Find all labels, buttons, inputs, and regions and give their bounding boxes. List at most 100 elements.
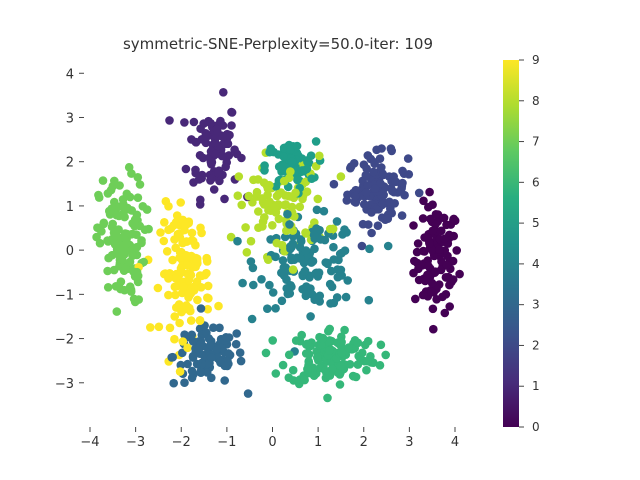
data-point-class-8: [260, 213, 269, 222]
data-point-class-4: [340, 225, 349, 234]
data-point-class-6: [320, 366, 330, 375]
data-point-class-2: [367, 228, 376, 238]
y-tick-label: −2: [55, 333, 74, 348]
data-points: [92, 88, 464, 403]
data-point-class-1: [223, 139, 233, 149]
colorbar-tick-label: 2: [532, 338, 540, 352]
data-point-class-6: [336, 361, 346, 371]
data-point-class-9: [174, 300, 184, 309]
data-point-class-9: [175, 367, 185, 376]
data-point-class-4: [287, 253, 296, 262]
data-point-class-9: [192, 256, 202, 266]
data-point-class-4: [309, 230, 319, 240]
data-point-class-4: [257, 275, 266, 284]
data-point-class-2: [388, 186, 397, 196]
data-point-class-9: [169, 221, 179, 230]
data-point-class-6: [353, 338, 363, 348]
data-point-class-4: [271, 304, 280, 313]
data-point-class-2: [367, 208, 376, 217]
data-point-class-2: [398, 178, 407, 188]
data-point-class-4: [334, 255, 343, 265]
y-axis: −3 −2 −1 0 1 2 3 4: [55, 67, 84, 392]
data-point-class-9: [165, 323, 175, 333]
data-point-class-9: [197, 271, 206, 281]
colorbar-tick-label: 8: [532, 94, 540, 108]
data-point-class-9: [187, 228, 197, 238]
data-point-class-0: [411, 294, 420, 304]
data-point-class-1: [221, 162, 230, 172]
colorbar-gradient: [503, 60, 519, 427]
data-point-class-3: [192, 359, 202, 369]
data-point-class-0: [455, 269, 464, 279]
data-point-class-3: [176, 360, 186, 370]
data-point-class-3: [202, 368, 212, 377]
data-point-class-2: [397, 211, 407, 220]
data-point-class-1: [191, 165, 200, 175]
data-point-class-1: [227, 121, 236, 130]
data-point-class-7: [99, 219, 108, 229]
data-point-class-4: [329, 242, 338, 252]
data-point-class-0: [428, 304, 438, 314]
data-point-class-5: [292, 141, 302, 151]
data-point-class-0: [428, 226, 438, 235]
data-point-class-7: [98, 176, 108, 185]
data-point-class-2: [376, 179, 385, 188]
data-point-class-1: [219, 88, 228, 97]
data-point-class-1: [230, 145, 239, 154]
data-point-class-3: [180, 330, 189, 340]
data-point-class-7: [118, 247, 127, 257]
data-point-class-3: [169, 378, 178, 388]
data-point-class-7: [129, 294, 139, 304]
data-point-class-7: [103, 283, 113, 292]
data-point-class-6: [288, 365, 298, 375]
data-point-class-5: [279, 161, 288, 171]
data-point-class-1: [218, 151, 227, 161]
data-point-class-2: [372, 145, 381, 155]
data-point-class-1: [218, 132, 228, 141]
data-point-class-4: [233, 236, 242, 246]
data-point-class-3: [193, 344, 203, 354]
data-point-class-8: [284, 191, 293, 201]
data-point-class-9: [182, 260, 192, 270]
data-point-class-9: [170, 235, 179, 244]
data-point-class-0: [418, 214, 428, 223]
data-point-class-0: [440, 308, 450, 318]
data-point-class-9: [204, 294, 213, 303]
data-point-class-3: [206, 340, 215, 350]
data-point-class-7: [142, 205, 152, 214]
colorbar-tick-label: 1: [532, 379, 540, 393]
data-point-class-4: [343, 276, 353, 285]
data-point-class-5: [303, 157, 312, 167]
data-point-class-5: [307, 174, 317, 183]
data-point-class-1: [202, 132, 212, 141]
data-point-class-1: [206, 176, 215, 185]
data-point-class-7: [130, 215, 140, 224]
data-point-class-9: [170, 334, 179, 344]
data-point-class-4: [296, 254, 305, 263]
data-point-class-4: [282, 284, 292, 293]
data-point-class-4: [310, 244, 319, 254]
data-point-class-2: [400, 190, 409, 200]
data-point-class-5: [302, 164, 312, 174]
data-point-class-6: [376, 340, 386, 350]
data-point-class-0: [435, 245, 444, 254]
data-point-class-5: [279, 152, 288, 161]
data-point-class-1: [216, 116, 225, 126]
data-point-class-9: [180, 220, 190, 229]
data-point-class-3: [215, 323, 224, 333]
data-point-class-9: [185, 303, 194, 313]
data-point-class-9: [175, 318, 184, 328]
data-point-class-6: [261, 348, 271, 358]
data-point-class-2: [362, 164, 372, 173]
data-point-class-1: [189, 117, 199, 127]
data-point-class-3: [209, 323, 218, 333]
data-point-class-4: [364, 295, 374, 305]
data-point-class-1: [214, 166, 224, 175]
data-point-class-8: [279, 176, 289, 186]
data-point-class-8: [234, 172, 244, 181]
data-point-class-8: [241, 223, 250, 232]
data-point-class-7: [110, 240, 120, 249]
data-point-class-3: [207, 353, 216, 362]
data-point-class-4: [312, 268, 321, 278]
data-point-class-3: [243, 389, 253, 398]
